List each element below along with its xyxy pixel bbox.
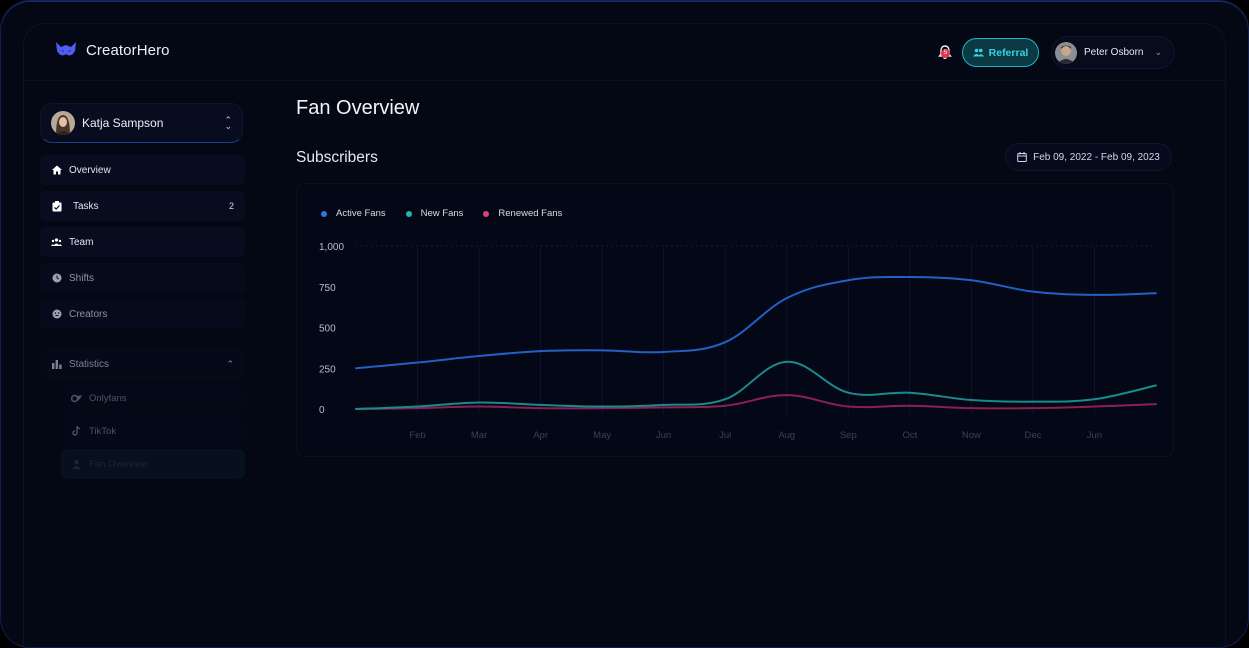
legend-dot-renewed	[483, 210, 490, 217]
sidebar-item-label: Shifts	[69, 272, 95, 284]
subscribers-line-chart: 0 250 500 750 1,000 Feb Mar Apr May Jun Jul Aug Sep O…	[319, 242, 1157, 441]
legend-dot-new	[405, 210, 412, 217]
user-avatar	[1055, 41, 1077, 64]
x-tick-label: Jun	[656, 430, 671, 441]
statistics-submenu: Onlyfans TikTok Fan Overview	[61, 383, 245, 479]
y-tick-label: 750	[319, 283, 336, 294]
x-tick-label: Jul	[719, 430, 731, 441]
subitem-label: Onlyfans	[89, 392, 127, 404]
legend-label: Renewed Fans	[498, 208, 563, 219]
sidebar-item-label: Tasks	[73, 200, 99, 212]
sidebar-item-label: Overview	[69, 164, 111, 176]
series-line-renewed-fans	[355, 394, 1157, 410]
logo-mask-icon	[56, 42, 76, 56]
legend-active-fans[interactable]: Active Fans	[321, 208, 386, 219]
user-menu[interactable]: Peter Osborn ⌄	[1051, 36, 1175, 69]
users-icon	[972, 48, 984, 57]
date-range-label: Feb 09, 2022 - Feb 09, 2023	[1033, 151, 1160, 163]
sidebar-nav: Overview Tasks 2 Team Shifts	[40, 155, 245, 329]
sidebar-subitem-onlyfans[interactable]: Onlyfans	[61, 383, 245, 413]
calendar-icon	[1017, 152, 1027, 162]
tasks-count-badge: 2	[228, 201, 234, 211]
x-tick-label: Aug	[778, 430, 795, 441]
x-tick-label: Dec	[1024, 430, 1041, 441]
brand-name: CreatorHero	[86, 41, 170, 59]
bar-chart-icon	[51, 359, 62, 370]
team-icon	[51, 237, 62, 248]
x-tick-label: Feb	[409, 430, 425, 441]
creator-selector[interactable]: Katja Sampson ⌃ ⌄	[40, 103, 243, 143]
series-line-active-fans	[355, 275, 1157, 370]
sidebar-item-creators[interactable]: Creators	[40, 299, 245, 329]
statistics-label: Statistics	[69, 358, 110, 370]
sidebar-item-tasks[interactable]: Tasks 2	[40, 191, 245, 221]
x-tick-label: Jun	[1087, 430, 1102, 441]
series-line-new-fans	[355, 360, 1157, 410]
user-name: Peter Osborn	[1084, 47, 1144, 58]
x-tick-label: Oct	[902, 430, 917, 441]
brand[interactable]: CreatorHero	[55, 41, 170, 59]
tiktok-icon	[71, 426, 82, 437]
x-tick-label: Apr	[533, 430, 548, 441]
y-tick-label: 1,000	[319, 242, 344, 253]
legend-label: New Fans	[420, 208, 464, 219]
clock-icon	[51, 273, 62, 284]
tasks-icon	[51, 200, 62, 212]
chevron-up-icon: ⌃	[226, 358, 234, 369]
x-tick-label: Sep	[840, 430, 857, 441]
notification-badge: 5	[941, 49, 950, 58]
onlyfans-icon	[71, 393, 82, 404]
section-title: Subscribers	[296, 149, 378, 166]
legend-label: Active Fans	[336, 208, 386, 219]
y-tick-label: 250	[319, 364, 336, 375]
app-frame	[23, 23, 1226, 647]
date-range-picker[interactable]: Feb 09, 2022 - Feb 09, 2023	[1005, 143, 1172, 171]
sidebar-subitem-tiktok[interactable]: TikTok	[61, 416, 245, 446]
user-icon	[71, 459, 82, 470]
subitem-label: Fan Overview	[89, 458, 148, 470]
x-tick-label: Now	[962, 430, 981, 441]
referral-label: Referral	[988, 46, 1029, 59]
legend-dot-active	[321, 210, 327, 217]
y-tick-label: 500	[319, 324, 336, 335]
sidebar-item-team[interactable]: Team	[40, 227, 245, 257]
sidebar: Katja Sampson ⌃ ⌄ Overview Tasks 2	[40, 103, 245, 479]
referral-button[interactable]: Referral	[962, 38, 1039, 67]
legend-renewed-fans[interactable]: Renewed Fans	[483, 208, 562, 219]
updown-chevron-icon: ⌃ ⌄	[224, 115, 232, 131]
sidebar-item-label: Creators	[69, 308, 108, 320]
sidebar-item-label: Team	[69, 236, 94, 248]
page-title: Fan Overview	[296, 97, 420, 119]
top-bar: CreatorHero 5 Referral Peter	[23, 23, 1226, 81]
creators-icon	[51, 309, 62, 320]
creator-name: Katja Sampson	[82, 116, 164, 130]
chart-legend: Active Fans New Fans Renewed Fans	[321, 208, 562, 219]
creator-avatar	[51, 111, 75, 135]
subscribers-chart-card: Active Fans New Fans Renewed Fans 0 250 50…	[296, 183, 1174, 457]
subitem-label: TikTok	[89, 425, 117, 437]
sidebar-item-shifts[interactable]: Shifts	[40, 263, 245, 293]
x-tick-label: May	[593, 430, 611, 441]
sidebar-item-statistics[interactable]: Statistics ⌃	[40, 349, 245, 379]
sidebar-item-overview[interactable]: Overview	[40, 155, 245, 185]
chevron-down-icon: ⌄	[1154, 47, 1162, 57]
x-tick-label: Mar	[471, 430, 487, 441]
y-tick-label: 0	[319, 405, 325, 416]
legend-new-fans[interactable]: New Fans	[405, 208, 464, 219]
home-icon	[51, 165, 62, 176]
sidebar-subitem-fan-overview[interactable]: Fan Overview	[61, 449, 245, 479]
